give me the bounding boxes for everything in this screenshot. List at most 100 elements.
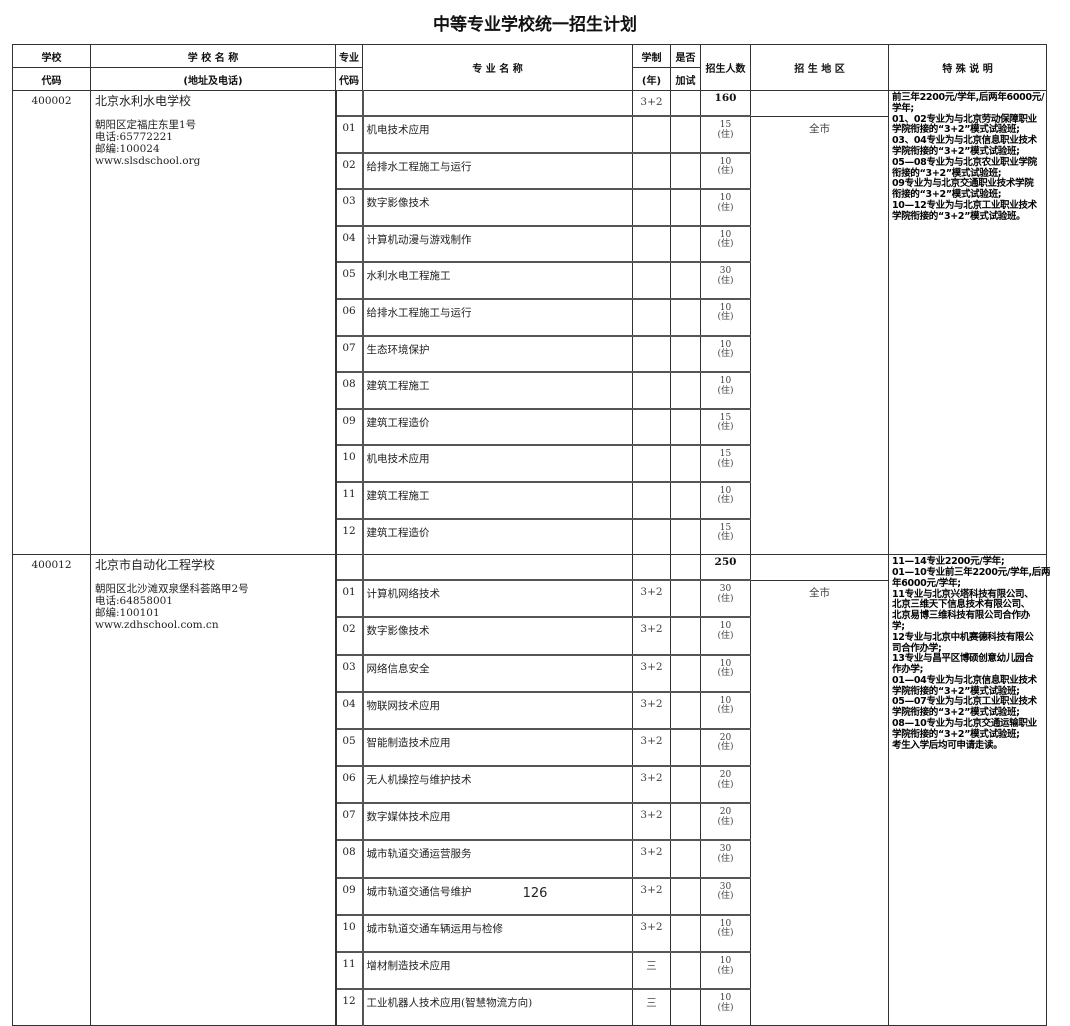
major-code: 12 — [334, 517, 363, 556]
major-extra-test — [670, 407, 701, 446]
header-extra-test-2: 加试 — [670, 67, 701, 91]
summary-duration: 3+2 — [632, 90, 671, 117]
enrollment-region: 全市 — [750, 115, 889, 556]
header-extra-test: 是否 — [670, 44, 701, 68]
major-code: 10 — [334, 913, 363, 953]
table-body: 400002 北京水利水电学校 朝阳区定福庄东里1号 电话:65772221 邮编:10… — [12, 89, 1050, 1026]
major-row: 06 给排水工程施工与运行 10 (住) — [13, 297, 1047, 337]
major-extra-test — [670, 444, 701, 483]
note-line: 作办学; — [892, 664, 924, 676]
major-extra-test — [670, 950, 701, 990]
major-duration — [632, 517, 671, 556]
school-summary-row: 400012 北京市自动化工程学校 朝阳区北沙滩双泉堡科荟路甲2号 电话:648580… — [12, 554, 1050, 1026]
major-code: 09 — [334, 407, 363, 446]
major-duration — [632, 371, 671, 410]
note-line: 12专业与北京中机赛德科技有限公 — [892, 631, 1034, 643]
enrollment-count: 10 — [719, 621, 732, 632]
major-extra-test — [670, 224, 701, 263]
header-major-code-2: 代码 — [335, 67, 363, 91]
boarding-note: (住) — [717, 928, 734, 939]
major-code: 08 — [334, 371, 363, 410]
major-name: 无人机操控与维护技术 — [361, 765, 633, 804]
major-extra-test — [670, 616, 701, 656]
major-duration: 3+2 — [632, 839, 671, 879]
enrollment-count: 30 — [719, 584, 732, 595]
enrollment-count: 10 — [719, 485, 732, 496]
boarding-note: (住) — [717, 891, 734, 902]
major-duration — [632, 480, 671, 520]
major-enrollment: 15 (住) — [700, 444, 751, 483]
major-enrollment: 20 (住) — [700, 765, 751, 804]
major-code: 02 — [334, 151, 363, 190]
boarding-note: (住) — [717, 385, 734, 396]
school-info: 北京水利水电学校 朝阳区定福庄东里1号 电话:65772221 邮编:100024 ww… — [90, 89, 336, 556]
summary-major-code — [334, 90, 363, 117]
major-name: 城市轨道交通运营服务 — [361, 839, 633, 879]
major-duration: 3+2 — [632, 765, 671, 804]
special-notes: 11—14专业2200元/学年; 01—10专业前三年2200元/学年,后两 年60… — [888, 554, 1050, 1026]
major-row: 04 计算机动漫与游戏制作 10 (住) — [13, 224, 1047, 263]
major-enrollment: 10 (住) — [700, 224, 751, 263]
enrollment-count: 30 — [719, 266, 732, 277]
major-row: 11 建筑工程施工 10 (住) — [13, 480, 1047, 520]
major-extra-test — [670, 480, 701, 520]
major-duration: 3+2 — [632, 653, 671, 693]
major-enrollment: 15 (住) — [700, 517, 751, 556]
enrollment-count: 10 — [719, 229, 732, 240]
school-address: 朝阳区北沙滩双泉堡科荟路甲2号 — [95, 583, 249, 596]
major-enrollment: 10 (住) — [700, 913, 751, 953]
boarding-note: (住) — [717, 458, 734, 469]
header-school-name-2: (地址及电话) — [90, 67, 336, 91]
enrollment-count: 10 — [719, 658, 732, 669]
note-line: 01—04专业为与北京信息职业技术 — [892, 674, 1037, 686]
major-name: 机电技术应用 — [361, 115, 633, 154]
major-extra-test — [670, 115, 701, 154]
note-line: 11—14专业2200元/学年; — [892, 556, 1005, 568]
note-line: 05—07专业为与北京工业职业技术 — [892, 696, 1037, 708]
major-enrollment: 10 (住) — [700, 188, 751, 227]
major-duration — [632, 444, 671, 483]
school-phone: 电话:65772221 — [95, 131, 173, 143]
boarding-note: (住) — [717, 166, 734, 177]
major-extra-test — [670, 913, 701, 953]
note-line: 学院衔接的“3+2”模式试验班; — [892, 145, 1020, 157]
header-region: 招 生 地 区 — [750, 44, 889, 91]
summary-total-enrollment: 160 — [700, 90, 751, 117]
major-duration — [632, 151, 671, 190]
note-line: 03、04专业为与北京信息职业技术 — [892, 135, 1037, 147]
note-line: 北京易博三维科技有限公司合作办 — [892, 610, 1031, 622]
major-enrollment: 30 (住) — [700, 839, 751, 879]
enrollment-count: 10 — [719, 376, 732, 387]
note-line: 11专业与北京兴塔科技有限公司、 — [892, 588, 1034, 600]
school-summary-row: 400002 北京水利水电学校 朝阳区定福庄东里1号 电话:65772221 邮编:10… — [12, 89, 1047, 556]
boarding-note: (住) — [717, 312, 734, 323]
major-name: 建筑工程造价 — [361, 407, 633, 446]
major-name: 城市轨道交通车辆运用与检修 — [361, 913, 633, 953]
major-code: 07 — [334, 334, 363, 373]
major-code: 05 — [334, 261, 363, 300]
major-extra-test — [670, 765, 701, 804]
summary-total-enrollment: 250 — [700, 554, 751, 581]
school-code: 400002 — [12, 89, 91, 556]
major-duration — [632, 224, 671, 263]
enrollment-count: 10 — [719, 339, 732, 350]
major-code: 11 — [334, 950, 363, 990]
school-postcode: 邮编:100024 — [95, 143, 160, 155]
major-name: 计算机网络技术 — [361, 579, 633, 618]
boarding-note: (住) — [717, 275, 734, 286]
major-duration — [632, 115, 671, 154]
note-line: 13专业与昌平区博硕创意幼儿园合 — [892, 653, 1034, 665]
major-extra-test — [670, 151, 701, 190]
note-line: 学; — [892, 620, 905, 632]
major-row: 02 数字影像技术 3+2 10 (住) — [13, 616, 1047, 656]
major-row: 07 数字媒体技术应用 3+2 20 (住) — [13, 802, 1047, 841]
major-extra-test — [670, 188, 701, 227]
major-name: 智能制造技术应用 — [361, 727, 633, 767]
enrollment-count: 10 — [719, 695, 732, 706]
major-enrollment: 10 (住) — [700, 297, 751, 337]
note-line: 学院衔接的“3+2”模式试验班。 — [892, 210, 1026, 222]
note-line: 衔接的“3+2”模式试验班; — [892, 167, 1002, 179]
major-duration — [632, 407, 671, 446]
major-enrollment: 15 (住) — [700, 407, 751, 446]
major-enrollment: 15 (住) — [700, 115, 751, 154]
